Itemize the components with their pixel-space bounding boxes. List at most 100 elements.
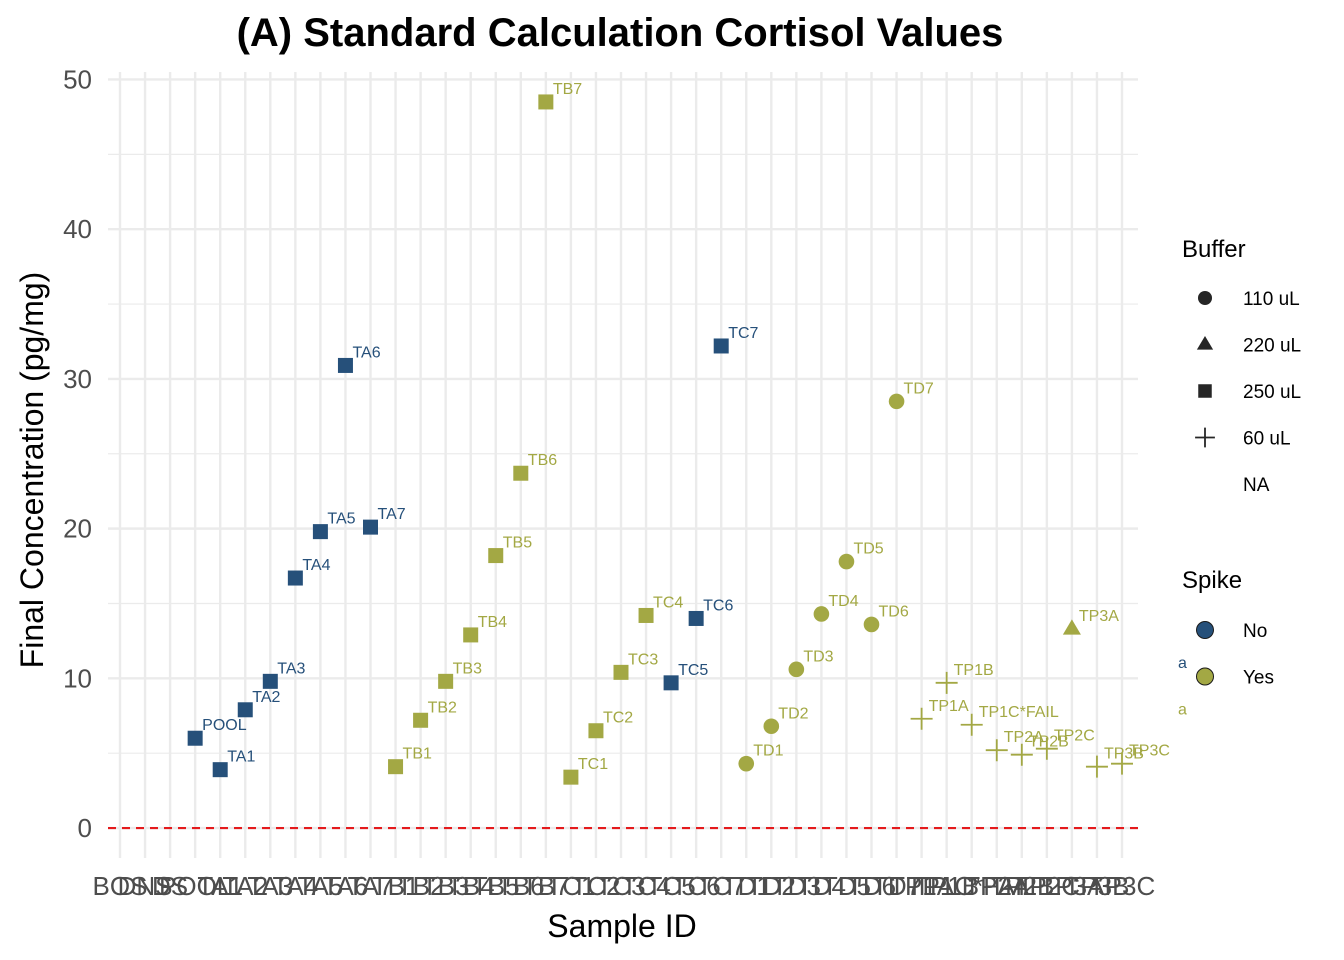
y-axis-title: Final Concentration (pg/mg) <box>14 272 50 669</box>
data-point <box>337 357 353 373</box>
point-label: TP3B <box>1104 746 1144 763</box>
data-point <box>888 393 905 410</box>
legend-spike-items: a No a Yes <box>1178 621 1274 719</box>
legend-spike-key <box>1196 667 1214 686</box>
y-tick-label: 50 <box>63 64 92 94</box>
data-point <box>713 338 729 354</box>
y-tick-label: 10 <box>63 663 92 693</box>
point-label: TP2C <box>1054 728 1095 745</box>
x-tick-label: TA2 <box>222 871 268 901</box>
point-label: TA6 <box>352 344 380 361</box>
x-tick-label: TP2A <box>964 871 1030 901</box>
legend-buffer-key <box>1198 384 1212 398</box>
point-label: TB4 <box>478 614 507 631</box>
x-tick-label: TD1 <box>722 871 771 901</box>
point-label: TC1 <box>578 756 608 773</box>
point-label: TA3 <box>277 660 305 677</box>
y-tick-label: 40 <box>63 214 92 244</box>
x-tick-label: TA1 <box>197 871 243 901</box>
point-label: TB1 <box>403 746 432 763</box>
data-point <box>813 606 830 622</box>
x-axis-title: Sample ID <box>547 908 696 944</box>
x-tick-label: TP1A <box>889 871 955 901</box>
data-point <box>788 661 805 678</box>
grid-lines <box>108 72 1138 858</box>
x-tick-label: TP2B <box>989 871 1054 901</box>
legend-buffer-key <box>1196 335 1214 350</box>
data-point <box>638 607 654 623</box>
chart-title: (A) Standard Calculation Cortisol Values <box>237 11 1004 55</box>
legend-spike-text-key: a <box>1178 702 1187 719</box>
x-tick-label: TC3 <box>596 871 645 901</box>
legend-spike-label: Yes <box>1243 668 1274 689</box>
data-points <box>187 94 1133 785</box>
y-axis-ticks: 0 10 20 30 40 50 <box>63 64 92 843</box>
data-point <box>1035 737 1058 760</box>
x-tick-label: TD2 <box>747 871 796 901</box>
y-tick-label: 20 <box>63 514 92 544</box>
point-label: TD3 <box>803 648 833 665</box>
point-label: TA4 <box>302 557 330 574</box>
x-tick-label: TB1 <box>372 871 420 901</box>
data-point <box>463 627 479 643</box>
x-tick-label: POOL <box>159 871 231 901</box>
x-tick-label: TA5 <box>298 871 344 901</box>
data-point <box>237 702 253 718</box>
x-tick-label: TC7 <box>697 871 746 901</box>
data-point <box>838 553 855 570</box>
legend-spike-title: Spike <box>1182 567 1242 594</box>
point-label: TP2A <box>1004 729 1044 746</box>
x-tick-label: TD7 <box>872 871 921 901</box>
legend-spike-key <box>1196 621 1214 639</box>
point-label: TP1C*FAIL <box>979 704 1059 721</box>
x-tick-label: TD5 <box>822 871 871 901</box>
legend: Buffer 110 uL 220 uL 250 uL 60 uL NA Spike a… <box>1178 236 1301 719</box>
data-point <box>212 762 228 778</box>
point-label: TC6 <box>703 597 733 614</box>
x-tick-label: TD4 <box>797 871 846 901</box>
legend-buffer-key <box>1197 290 1213 306</box>
data-point <box>663 675 679 691</box>
point-label: TC3 <box>628 651 658 668</box>
data-point <box>763 718 780 735</box>
x-tick-label: TB4 <box>447 871 495 901</box>
data-point <box>1111 752 1133 775</box>
point-label: TC7 <box>728 325 758 342</box>
data-point <box>438 673 454 689</box>
x-tick-label: TD6 <box>847 871 896 901</box>
point-label: TC4 <box>653 594 683 611</box>
point-label: TB6 <box>528 452 557 469</box>
point-label: TP3A <box>1079 608 1119 625</box>
point-label: POOL <box>202 717 247 734</box>
data-point <box>910 707 933 730</box>
point-label: TA7 <box>378 506 406 523</box>
x-tick-label: TB7 <box>522 871 570 901</box>
x-tick-label: TA7 <box>348 871 394 901</box>
data-point <box>413 712 429 728</box>
point-label: TC2 <box>603 710 633 727</box>
x-tick-label: TB2 <box>397 871 445 901</box>
legend-buffer-label: 110 uL <box>1243 289 1300 310</box>
point-label: TD1 <box>753 743 783 760</box>
legend-buffer-label: 220 uL <box>1243 336 1301 357</box>
point-label: TD6 <box>879 603 909 620</box>
point-label: TB5 <box>503 535 532 552</box>
point-label: TB3 <box>453 660 482 677</box>
point-label: TP1A <box>929 698 969 715</box>
x-tick-label: TC1 <box>546 871 595 901</box>
x-tick-label: DS <box>152 871 188 901</box>
data-point <box>312 524 328 540</box>
point-label: TA5 <box>327 511 355 528</box>
legend-buffer-label: NA <box>1243 475 1270 496</box>
data-point <box>287 570 303 586</box>
point-label: TP1B <box>954 662 994 679</box>
legend-buffer-key <box>1195 427 1215 448</box>
point-labels: POOL TA1 TA2 TA3 TA4 TA5 TA6 TA7 TB1 TB2 TB3 TB4 TB5… <box>202 81 1170 773</box>
x-tick-label: TP2C <box>1014 871 1080 901</box>
x-tick-label: TC2 <box>571 871 620 901</box>
data-point <box>563 769 579 785</box>
x-tick-label: TA4 <box>272 871 318 901</box>
x-tick-label: TC5 <box>647 871 696 901</box>
x-tick-label: TB5 <box>472 871 520 901</box>
y-tick-label: 0 <box>78 813 92 843</box>
